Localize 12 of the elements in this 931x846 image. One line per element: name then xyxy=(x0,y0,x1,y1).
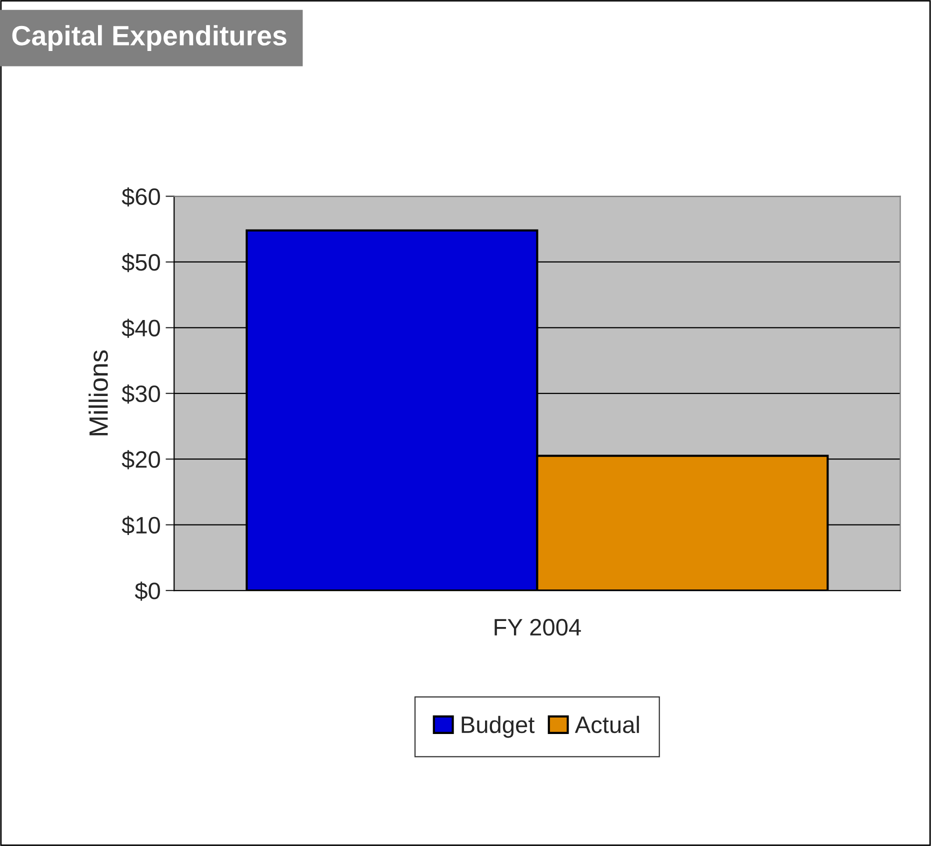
y-tick-label: $0 xyxy=(134,582,160,601)
legend-label: Actual xyxy=(574,716,639,734)
y-axis-title: Millions xyxy=(88,350,108,436)
y-tick-label: $40 xyxy=(122,318,160,338)
y-tick-label: $20 xyxy=(122,450,160,470)
y-tick-label: $50 xyxy=(122,253,160,272)
y-tick-label: $30 xyxy=(122,384,160,404)
y-tick-label: $60 xyxy=(122,187,160,206)
chart-title: Capital Expenditures xyxy=(12,25,286,52)
y-tick-label: $10 xyxy=(122,516,160,535)
legend-label: Budget xyxy=(462,716,535,738)
x-tick-label: FY 2004 xyxy=(494,618,581,636)
